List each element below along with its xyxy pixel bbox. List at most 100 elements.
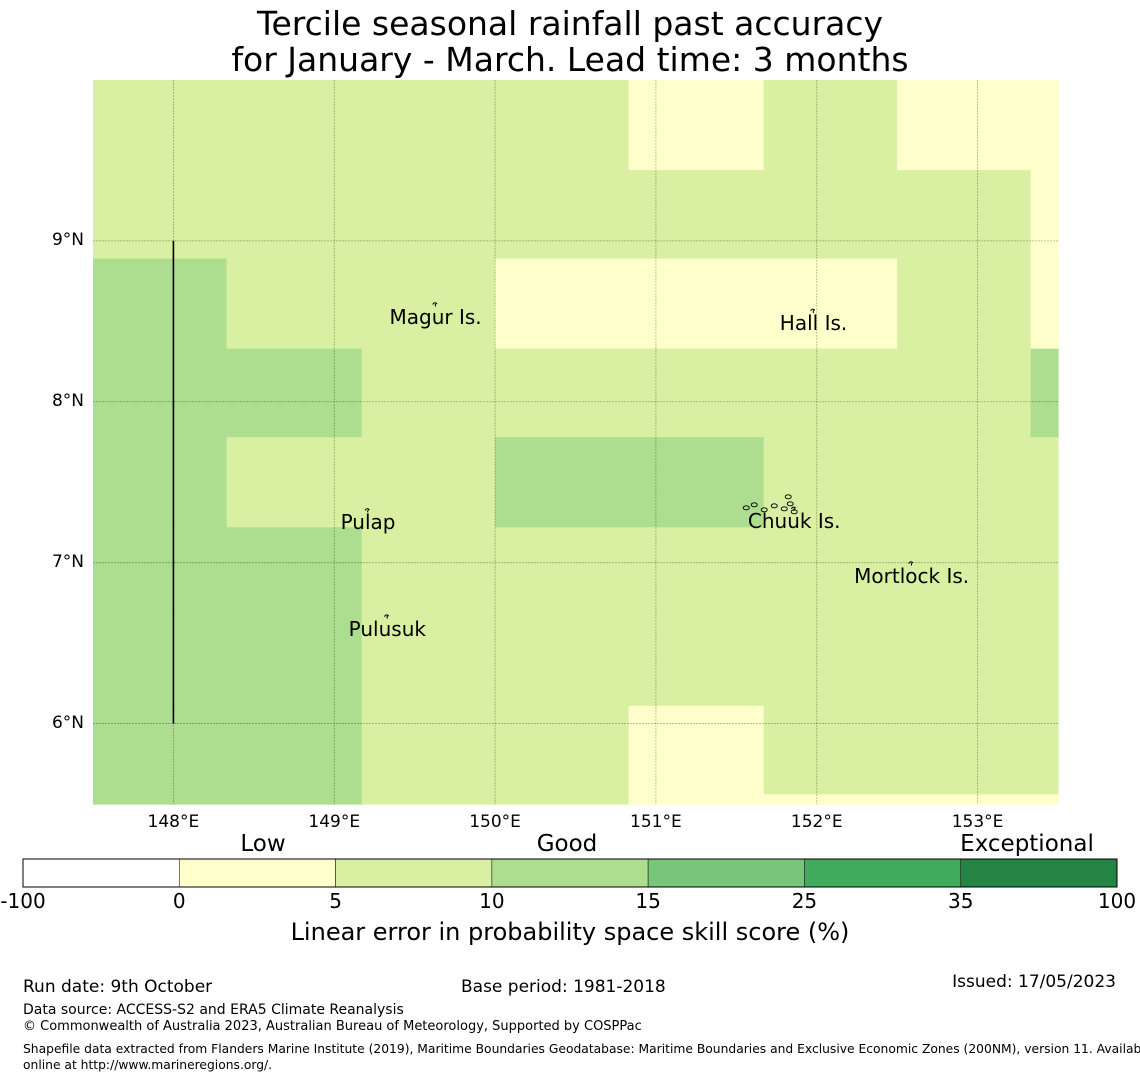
shapefile-credit-line1: Shapefile data extracted from Flanders M… [23, 1042, 1140, 1056]
chuuk-islet [780, 506, 788, 512]
skill-cell [1030, 794, 1059, 805]
skill-cell [897, 615, 1032, 707]
skill-cell [495, 527, 630, 617]
longitude-tick-label: 151°E [630, 812, 682, 832]
island-markers [364, 302, 914, 619]
skill-cell [361, 170, 496, 260]
colorbar-frame [22, 858, 1118, 888]
skill-cell [763, 80, 898, 171]
island-outline [383, 614, 390, 619]
skill-cell [495, 258, 630, 350]
skill-cell [1030, 170, 1059, 260]
skill-cell [361, 348, 496, 438]
chuuk-islet [750, 502, 758, 508]
island-label: Magur Is. [389, 304, 482, 329]
colorbar-swatch [804, 858, 962, 888]
copyright: © Commonwealth of Australia 2023, Austra… [23, 1019, 642, 1034]
skill-cell [1030, 615, 1059, 707]
colorbar [22, 858, 1118, 888]
island-label: Chuuk Is. [747, 508, 841, 533]
skill-cell [495, 348, 630, 438]
skill-cell [226, 527, 363, 617]
colorbar-swatch [491, 858, 649, 888]
skill-cell [628, 615, 765, 707]
longitude-tick-label: 153°E [951, 812, 1004, 832]
skill-score-map [22, 80, 1118, 888]
skill-cell [628, 437, 765, 528]
skill-cell [226, 258, 363, 350]
colorbar-category-label: Good [536, 831, 598, 857]
island-outline [908, 561, 914, 566]
skill-cell [628, 258, 765, 350]
colorbar-tick-label: 15 [635, 889, 661, 913]
skill-cell [897, 348, 1032, 438]
latitude-tick-label: 7°N [51, 551, 84, 572]
colorbar-tick-label: 25 [791, 889, 818, 913]
skill-cell [897, 80, 1032, 171]
skill-cell [763, 794, 898, 805]
skill-cell [93, 80, 228, 171]
island-label: Pulap [340, 510, 396, 535]
chuuk-islet [760, 507, 768, 513]
chuuk-islet [742, 505, 750, 511]
skill-cell [897, 258, 1032, 350]
skill-cell [495, 615, 630, 707]
skill-cell [628, 170, 765, 260]
skill-cell [361, 794, 496, 805]
chuuk-islet [790, 509, 798, 515]
skill-cell [93, 705, 228, 795]
skill-cell [628, 794, 765, 805]
colorbar-tick-label: 5 [329, 889, 342, 913]
skill-cell [1030, 527, 1059, 617]
skill-cell [93, 794, 228, 805]
skill-cell [93, 348, 228, 438]
skill-cell [361, 615, 496, 707]
skill-cell [1030, 258, 1059, 350]
skill-cells [93, 80, 1059, 805]
skill-cell [628, 80, 765, 171]
skill-cell [226, 794, 363, 805]
skill-cell [628, 527, 765, 617]
skill-cell [93, 258, 228, 350]
skill-cell [763, 258, 898, 350]
issued-date: Issued: 17/05/2023 [952, 972, 1116, 992]
colorbar-swatch [335, 858, 493, 888]
colorbar-swatch [22, 858, 180, 888]
skill-cell [628, 348, 765, 438]
colorbar-category-label: Exceptional [960, 831, 1094, 857]
latitude-tick-label: 8°N [51, 390, 84, 411]
skill-cell [495, 794, 630, 805]
skill-cell [1030, 437, 1059, 528]
island-label: Pulusuk [348, 616, 426, 641]
colorbar-tick-label: 100 [1097, 889, 1137, 913]
longitude-tick-label: 148°E [147, 812, 200, 832]
skill-cell [93, 437, 228, 528]
colorbar-swatch [178, 858, 336, 888]
chuuk-islet [786, 501, 794, 507]
chart-title-line1: Tercile seasonal rainfall past accuracy [256, 4, 884, 43]
graticule [93, 80, 1058, 804]
colorbar-tick-label: 35 [947, 889, 974, 913]
longitude-tick-label: 149°E [308, 812, 361, 832]
longitude-tick-label: 152°E [790, 812, 843, 832]
island-label: Mortlock Is. [854, 563, 970, 588]
chuuk-islet [784, 494, 792, 500]
colorbar-category-label: Low [240, 831, 286, 857]
skill-cell [763, 348, 898, 438]
chuuk-islet [770, 503, 778, 509]
skill-cell [763, 615, 898, 707]
skill-cell [763, 527, 898, 617]
island-outline [432, 302, 438, 307]
skill-cell [361, 258, 496, 350]
skill-cell [495, 705, 630, 795]
skill-cell [361, 80, 496, 171]
skill-cell [93, 615, 228, 707]
skill-cell [226, 437, 363, 528]
skill-cell [495, 170, 630, 260]
colorbar-tick-label: 0 [172, 889, 186, 913]
skill-cell [226, 615, 363, 707]
colorbar-swatch [960, 858, 1118, 888]
chart-title-line2: for January - March. Lead time: 3 months [231, 40, 909, 79]
island-outline [810, 308, 816, 314]
skill-cell [495, 437, 630, 528]
